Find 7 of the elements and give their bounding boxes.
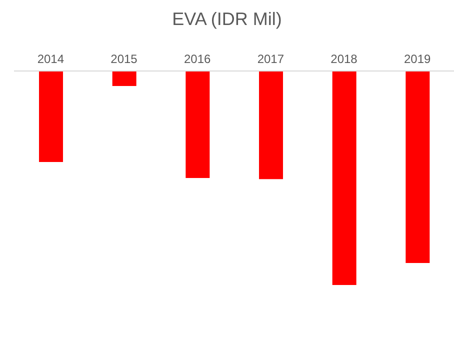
x-tick-label: 2019 — [404, 52, 432, 66]
x-tick-label: 2017 — [257, 52, 284, 66]
x-tick-label: 2018 — [330, 52, 358, 66]
x-tick-label: 2016 — [184, 52, 212, 66]
chart-title: EVA (IDR Mil) — [171, 9, 283, 30]
x-tick-label: 2014 — [37, 52, 64, 66]
x-tick-label: 2015 — [110, 52, 138, 66]
